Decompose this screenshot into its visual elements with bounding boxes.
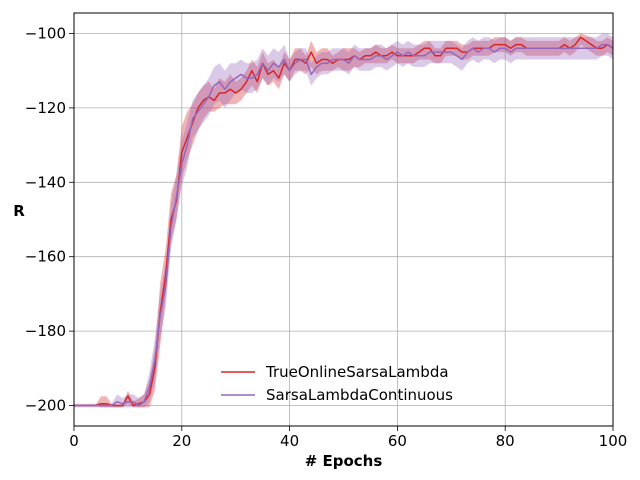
y-axis-label: R	[13, 202, 25, 220]
grid-lines	[73, 13, 614, 426]
x-tick-label: 60	[388, 432, 407, 450]
y-tick-label: −100	[25, 24, 66, 42]
y-tick-label: −160	[25, 248, 66, 266]
legend-label-true-online-sarsa-lambda: TrueOnlineSarsaLambda	[265, 363, 449, 381]
x-tick-label: 40	[280, 432, 299, 450]
y-tick-label: −180	[25, 322, 66, 340]
legend-label-sarsa-lambda-continuous: SarsaLambdaContinuous	[266, 386, 453, 404]
y-tick-label: −140	[25, 173, 66, 191]
x-axis-label: # Epochs	[305, 452, 383, 470]
x-tick-label: 0	[69, 432, 79, 450]
x-tick-label: 100	[599, 432, 628, 450]
plot-frame	[73, 12, 614, 427]
y-tick-label: −120	[25, 99, 66, 117]
x-tick-label: 80	[496, 432, 515, 450]
series-lines	[74, 36, 614, 407]
axis-ticks: 0 20 40 60 80 100 −200 −180 −160 −140 −120 −100	[25, 24, 628, 450]
legend: TrueOnlineSarsaLambda SarsaLambdaContinu…	[221, 363, 453, 404]
x-tick-label: 20	[172, 432, 191, 450]
series-line-sarsa-lambda-continuous	[74, 43, 614, 407]
y-tick-label: −200	[25, 397, 66, 415]
